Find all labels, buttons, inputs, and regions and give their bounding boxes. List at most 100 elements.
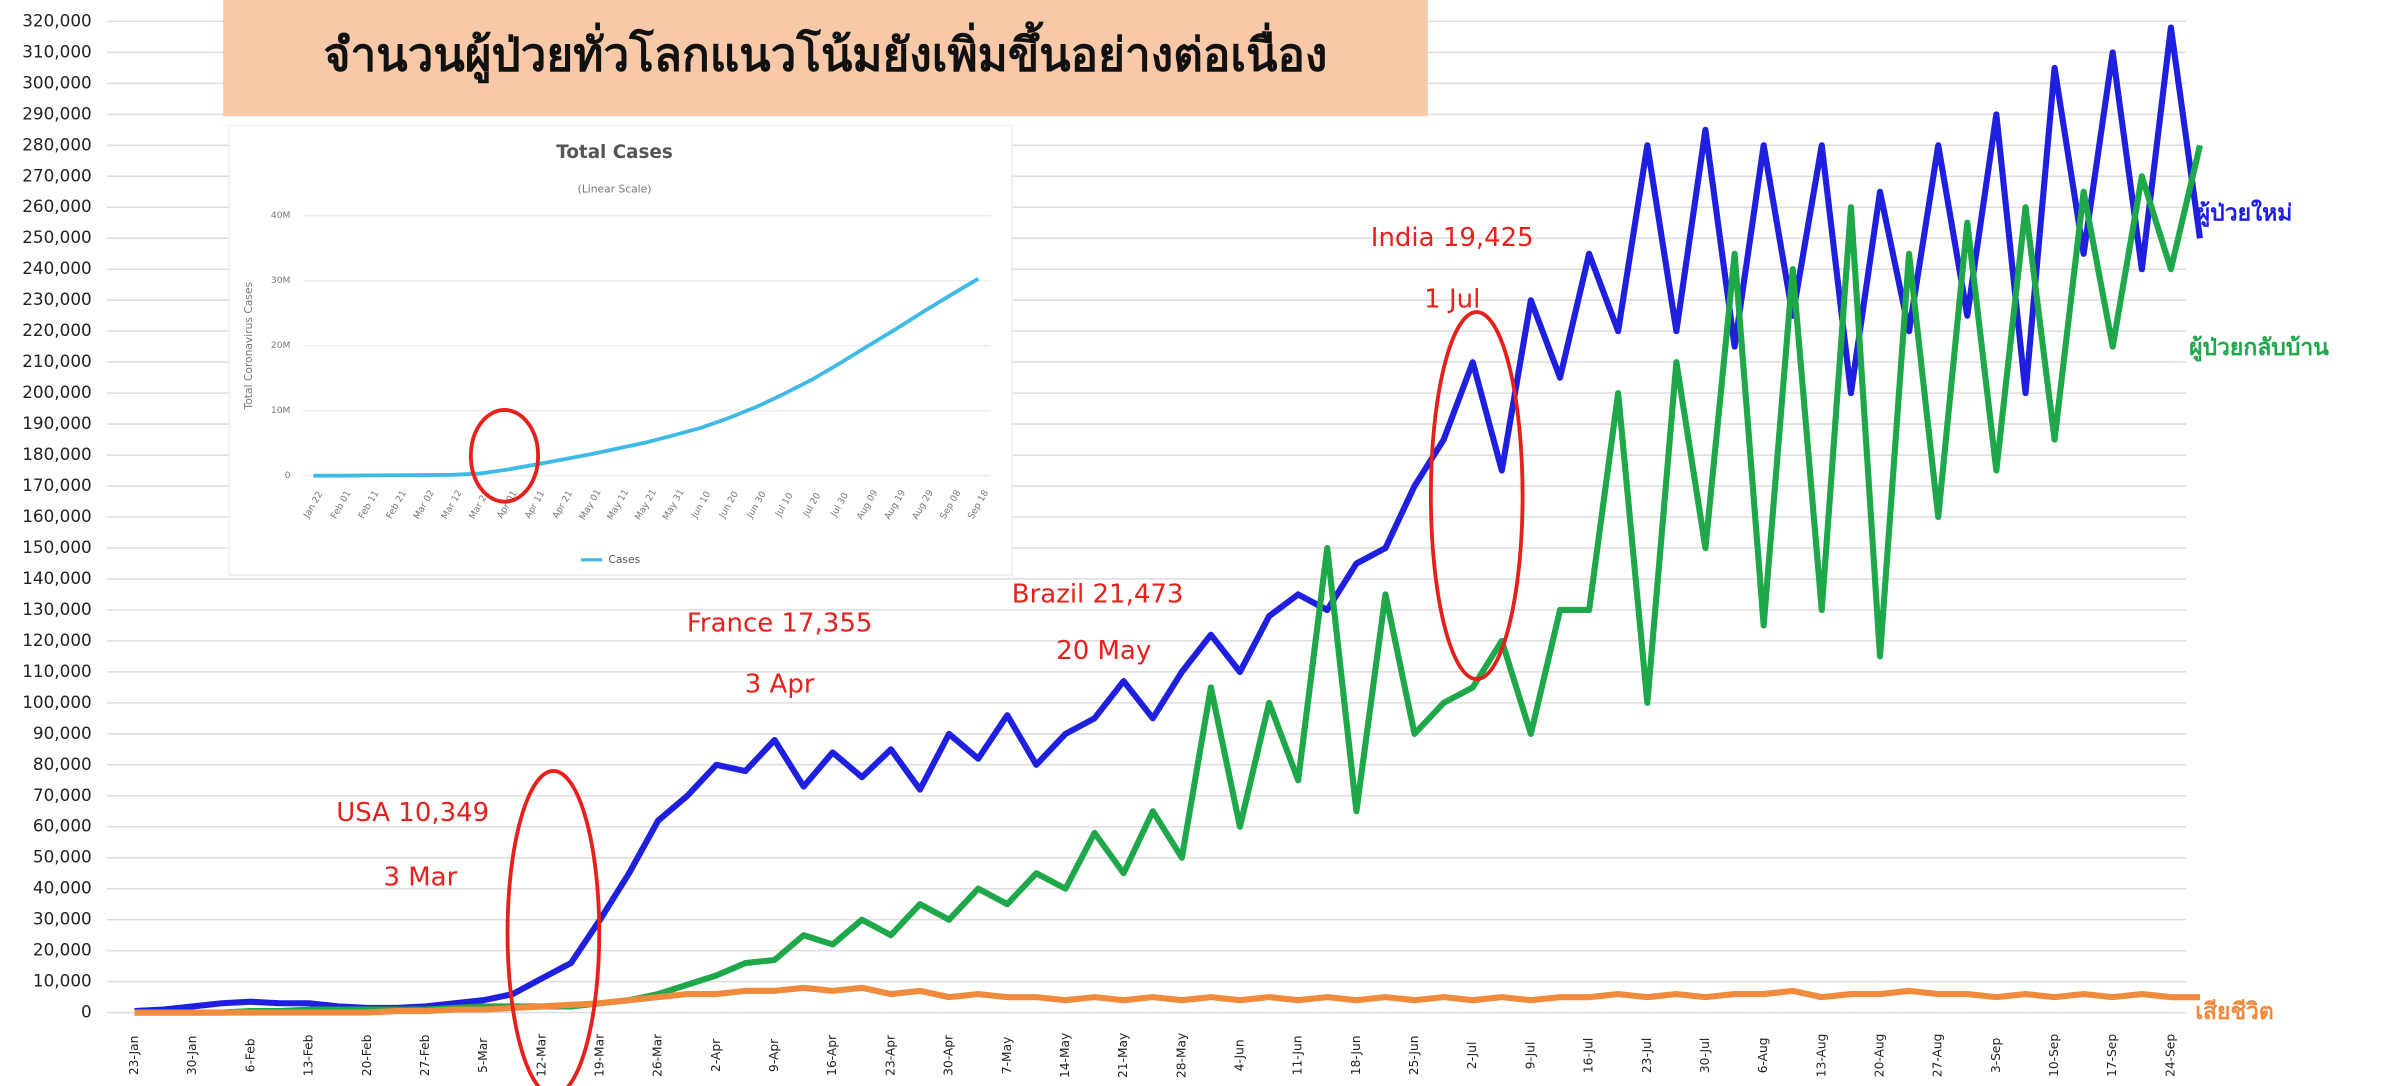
x-tick-label: 9-Apr: [767, 1038, 781, 1072]
inset-y-tick-label: 30M: [271, 275, 291, 286]
x-tick-label: 2-Apr: [709, 1038, 723, 1072]
x-tick-label: 7-May: [1000, 1037, 1014, 1074]
y-tick-label: 230,000: [22, 289, 92, 309]
y-tick-label: 240,000: [22, 258, 92, 278]
inset-y-label: Total Coronavirus Cases: [242, 281, 255, 410]
y-tick-label: 90,000: [33, 723, 92, 743]
inset-frame: [228, 124, 1013, 576]
y-tick-label: 290,000: [22, 103, 92, 123]
inset-subtitle: (Linear Scale): [578, 183, 652, 196]
highlight-circle: [1428, 310, 1525, 682]
y-tick-label: 200,000: [22, 382, 92, 402]
x-tick-label: 12-Mar: [534, 1033, 548, 1077]
series-line: [134, 24, 2203, 1015]
y-tick-label: 0: [81, 1002, 92, 1022]
x-tick-label: 23-Jan: [127, 1036, 141, 1075]
x-tick-label: 5-Mar: [476, 1037, 490, 1073]
inset-chart: Total Cases (Linear Scale) Total Coronav…: [228, 124, 1013, 576]
y-tick-label: 60,000: [33, 816, 92, 836]
y-tick-label: 300,000: [22, 72, 92, 92]
y-tick-label: 100,000: [22, 692, 92, 712]
plot: [134, 24, 2203, 1016]
series-line: [313, 277, 980, 478]
annotation: India 19,425: [1371, 223, 1534, 253]
highlight-circle: [505, 769, 602, 1086]
inset-title: Total Cases: [556, 142, 673, 163]
annotation: 1 Jul: [1424, 284, 1480, 314]
inset-y-tick-label: 10M: [271, 405, 291, 416]
x-tick-label: 2-Jul: [1465, 1042, 1479, 1070]
x-tick-label: 3-Sep: [1989, 1038, 2003, 1073]
y-tick-label: 40,000: [33, 878, 92, 898]
y-tick-label: 120,000: [22, 630, 92, 650]
y-tick-label: 320,000: [22, 10, 92, 30]
x-tick-label: 19-Mar: [592, 1033, 606, 1077]
x-tick-label: 17-Sep: [2105, 1034, 2119, 1077]
y-tick-label: 190,000: [22, 413, 92, 433]
x-tick-label: 21-May: [1116, 1033, 1130, 1078]
x-tick-label: 28-May: [1174, 1033, 1188, 1078]
x-tick-label: 26-Mar: [651, 1033, 665, 1077]
y-tick-label: 150,000: [22, 537, 92, 557]
title-box: [223, 0, 1428, 117]
y-tick-label: 280,000: [22, 134, 92, 154]
legend-label: ผู้ป่วยกลับบ้าน: [2189, 335, 2329, 362]
x-tick-label: 30-Jan: [185, 1036, 199, 1075]
inset-y-tick-label: 0: [285, 470, 291, 481]
highlight-circle: [468, 408, 541, 504]
y-tick-label: 10,000: [33, 971, 92, 991]
y-tick-label: 310,000: [22, 41, 92, 61]
annotation: Brazil 21,473: [1012, 580, 1184, 610]
annotation: 20 May: [1056, 636, 1151, 666]
x-tick-label: 20-Aug: [1872, 1034, 1886, 1078]
inset-legend-label: Cases: [608, 553, 640, 566]
x-tick-label: 16-Apr: [825, 1034, 839, 1076]
y-tick-label: 180,000: [22, 444, 92, 464]
y-tick-label: 50,000: [33, 847, 92, 867]
y-tick-label: 250,000: [22, 227, 92, 247]
x-tick-label: 18-Jun: [1349, 1036, 1363, 1076]
legend-label: ผู้ป่วยใหม่: [2197, 199, 2293, 228]
x-tick-label: 23-Jul: [1640, 1038, 1654, 1073]
inset-y-tick-label: 40M: [271, 210, 291, 221]
y-tick-label: 170,000: [22, 475, 92, 495]
y-tick-label: 110,000: [22, 661, 92, 681]
x-tick-label: 13-Aug: [1814, 1034, 1828, 1078]
y-tick-label: 160,000: [22, 506, 92, 526]
annotation: France 17,355: [687, 609, 873, 639]
x-tick-label: 27-Feb: [418, 1034, 432, 1076]
x-tick-label: 30-Jul: [1698, 1038, 1712, 1073]
x-tick-label: 13-Feb: [302, 1034, 316, 1076]
y-tick-label: 270,000: [22, 165, 92, 185]
x-tick-label: 23-Apr: [883, 1034, 897, 1076]
x-tick-label: 27-Aug: [1931, 1034, 1945, 1078]
series-line: [134, 984, 2200, 1016]
x-tick-label: 25-Jun: [1407, 1036, 1421, 1076]
y-tick-label: 220,000: [22, 320, 92, 340]
inset-y-tick-label: 20M: [271, 340, 291, 351]
x-tick-label: 6-Feb: [243, 1038, 257, 1072]
chart-title: จำนวนผู้ป่วยทั่วโลกแนวโน้มยังเพิ่มขึ้นอย…: [324, 21, 1328, 84]
y-tick-label: 140,000: [22, 568, 92, 588]
x-tick-label: 10-Sep: [2047, 1034, 2061, 1077]
x-tick-label: 24-Sep: [2163, 1034, 2177, 1077]
annotation: 3 Apr: [745, 670, 815, 700]
y-tick-label: 70,000: [33, 785, 92, 805]
x-tick-label: 16-Jul: [1582, 1038, 1596, 1073]
x-tick-label: 11-Jun: [1291, 1036, 1305, 1076]
x-tick-label: 4-Jun: [1232, 1039, 1246, 1071]
y-tick-label: 260,000: [22, 196, 92, 216]
x-tick-label: 30-Apr: [942, 1034, 956, 1076]
annotation: 3 Mar: [383, 862, 457, 892]
y-tick-label: 80,000: [33, 754, 92, 774]
y-tick-label: 130,000: [22, 599, 92, 619]
x-tick-label: 6-Aug: [1756, 1038, 1770, 1074]
y-tick-label: 20,000: [33, 940, 92, 960]
y-tick-label: 210,000: [22, 351, 92, 371]
y-tick-label: 30,000: [33, 909, 92, 929]
x-tick-label: 9-Jul: [1523, 1042, 1537, 1070]
legend-label: เสียชีวิต: [2195, 999, 2274, 1025]
x-tick-label: 20-Feb: [360, 1034, 374, 1076]
x-tick-label: 14-May: [1058, 1033, 1072, 1078]
